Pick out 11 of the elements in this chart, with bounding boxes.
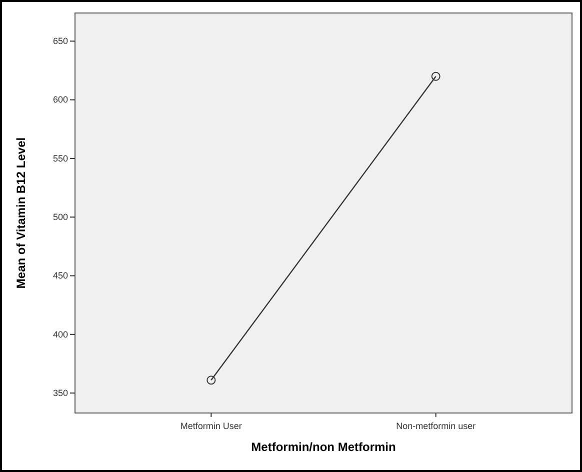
- y-tick-label: 650: [52, 36, 68, 46]
- y-tick-label: 550: [52, 153, 68, 164]
- y-tick-label: 500: [52, 212, 68, 222]
- y-axis-title: Mean of Vitamin B12 Level: [14, 137, 28, 289]
- y-tick-label: 600: [52, 94, 68, 105]
- x-tick-label: Non-metformin user: [396, 421, 476, 431]
- y-tick-label: 400: [52, 329, 68, 340]
- x-axis-title: Metformin/non Metformin: [251, 440, 396, 454]
- x-tick-label: Metformin User: [180, 421, 242, 431]
- y-tick-label: 350: [52, 388, 68, 398]
- y-tick-label: 450: [52, 270, 68, 281]
